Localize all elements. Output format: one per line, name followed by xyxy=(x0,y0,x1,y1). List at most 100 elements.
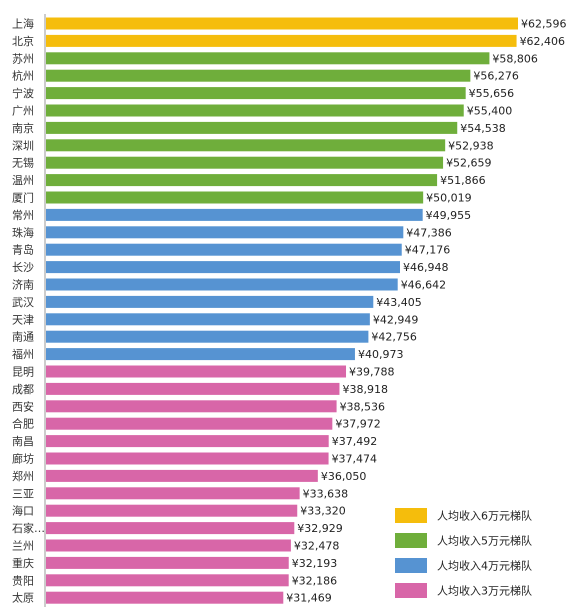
bar xyxy=(46,52,490,65)
bar xyxy=(46,452,329,465)
bar xyxy=(46,87,466,100)
bar-series xyxy=(46,17,518,604)
category-label: 贵阳 xyxy=(12,574,34,587)
value-labels: ¥62,596 ¥62,406 ¥58,806 ¥56,276 ¥55,656 ¥55,4… xyxy=(286,18,566,605)
bar xyxy=(46,487,300,500)
category-label: 上海 xyxy=(12,17,34,31)
value-label: ¥55,400 xyxy=(467,105,512,118)
category-label: 兰州 xyxy=(12,540,34,553)
category-label: 苏州 xyxy=(12,52,34,65)
bar xyxy=(46,504,298,517)
value-label: ¥38,536 xyxy=(340,400,386,413)
category-label: 南京 xyxy=(12,121,34,135)
value-label: ¥37,972 xyxy=(335,418,381,431)
category-label: 珠海 xyxy=(12,225,34,239)
value-label: ¥58,806 xyxy=(492,52,538,65)
category-label: 成都 xyxy=(12,383,34,396)
value-label: ¥32,929 xyxy=(297,522,343,535)
bar xyxy=(46,34,517,47)
bar xyxy=(46,522,295,535)
category-label: 厦门 xyxy=(12,191,34,205)
value-label: ¥51,866 xyxy=(440,174,486,187)
category-label: 南昌 xyxy=(12,435,34,448)
bar xyxy=(46,591,284,604)
bar xyxy=(46,174,438,187)
category-label: 温州 xyxy=(12,174,34,187)
category-label: 深圳 xyxy=(12,139,34,152)
category-label: 南通 xyxy=(12,331,34,344)
bar xyxy=(46,574,289,587)
category-label: 海口 xyxy=(12,504,34,518)
value-label: ¥32,193 xyxy=(292,557,338,570)
bar xyxy=(46,400,337,413)
bar xyxy=(46,156,444,169)
bar xyxy=(46,295,374,308)
category-label: 宁波 xyxy=(12,86,34,100)
legend-label: 人均收入4万元梯队 xyxy=(437,559,532,573)
category-label: 重庆 xyxy=(12,556,34,570)
bar xyxy=(46,104,464,117)
value-label: ¥37,474 xyxy=(332,453,378,466)
bar xyxy=(46,417,333,430)
category-label: 广州 xyxy=(12,105,34,118)
bar xyxy=(46,121,458,134)
value-label: ¥47,386 xyxy=(406,226,452,239)
bar xyxy=(46,278,398,291)
value-label: ¥52,659 xyxy=(446,157,492,170)
legend-label: 人均收入3万元梯队 xyxy=(437,584,532,598)
legend-swatch xyxy=(395,508,427,523)
category-label: 济南 xyxy=(12,278,34,292)
bar xyxy=(46,261,401,274)
category-label: 石家… xyxy=(12,521,45,535)
category-label: 西安 xyxy=(12,399,34,413)
bar xyxy=(46,313,370,326)
value-label: ¥38,918 xyxy=(342,383,388,396)
bar xyxy=(46,243,402,256)
value-label: ¥42,756 xyxy=(371,331,417,344)
value-label: ¥43,405 xyxy=(376,296,422,309)
category-label: 天津 xyxy=(12,313,34,326)
category-label: 太原 xyxy=(12,592,34,605)
value-label: ¥37,492 xyxy=(332,435,378,448)
category-label: 青岛 xyxy=(12,243,34,257)
legend-swatch xyxy=(395,583,427,598)
value-label: ¥62,596 xyxy=(521,18,567,31)
category-label: 合肥 xyxy=(12,417,34,431)
value-label: ¥36,050 xyxy=(321,470,367,483)
value-label: ¥32,478 xyxy=(294,540,340,553)
value-label: ¥54,538 xyxy=(460,122,506,135)
bar xyxy=(46,556,289,569)
value-label: ¥47,176 xyxy=(405,244,451,257)
bar xyxy=(46,191,424,204)
legend-label: 人均收入5万元梯队 xyxy=(437,534,532,548)
bar xyxy=(46,139,446,152)
value-label: ¥32,186 xyxy=(292,574,338,587)
bar xyxy=(46,330,369,343)
bar xyxy=(46,382,340,395)
bar xyxy=(46,365,347,378)
value-label: ¥50,019 xyxy=(426,192,472,205)
category-label: 常州 xyxy=(12,209,34,222)
bar xyxy=(46,69,471,82)
value-label: ¥56,276 xyxy=(473,70,519,83)
bar xyxy=(46,17,518,30)
legend-swatch xyxy=(395,558,427,573)
value-label: ¥33,638 xyxy=(303,487,349,500)
value-label: ¥49,955 xyxy=(426,209,472,222)
value-label: ¥33,320 xyxy=(300,505,346,518)
category-labels: 上海北京苏州杭州宁波广州南京深圳无锡温州厦门常州珠海青岛长沙济南武汉天津南通福州… xyxy=(12,17,45,605)
category-label: 廊坊 xyxy=(12,452,34,466)
category-label: 郑州 xyxy=(12,469,34,483)
bar xyxy=(46,208,423,221)
value-label: ¥46,642 xyxy=(401,279,447,292)
bar xyxy=(46,226,404,239)
value-label: ¥55,656 xyxy=(469,87,515,100)
value-label: ¥42,949 xyxy=(373,313,419,326)
legend-swatch xyxy=(395,533,427,548)
category-label: 武汉 xyxy=(12,296,34,309)
value-label: ¥62,406 xyxy=(520,35,566,48)
bar xyxy=(46,539,291,552)
category-label: 昆明 xyxy=(12,366,34,379)
